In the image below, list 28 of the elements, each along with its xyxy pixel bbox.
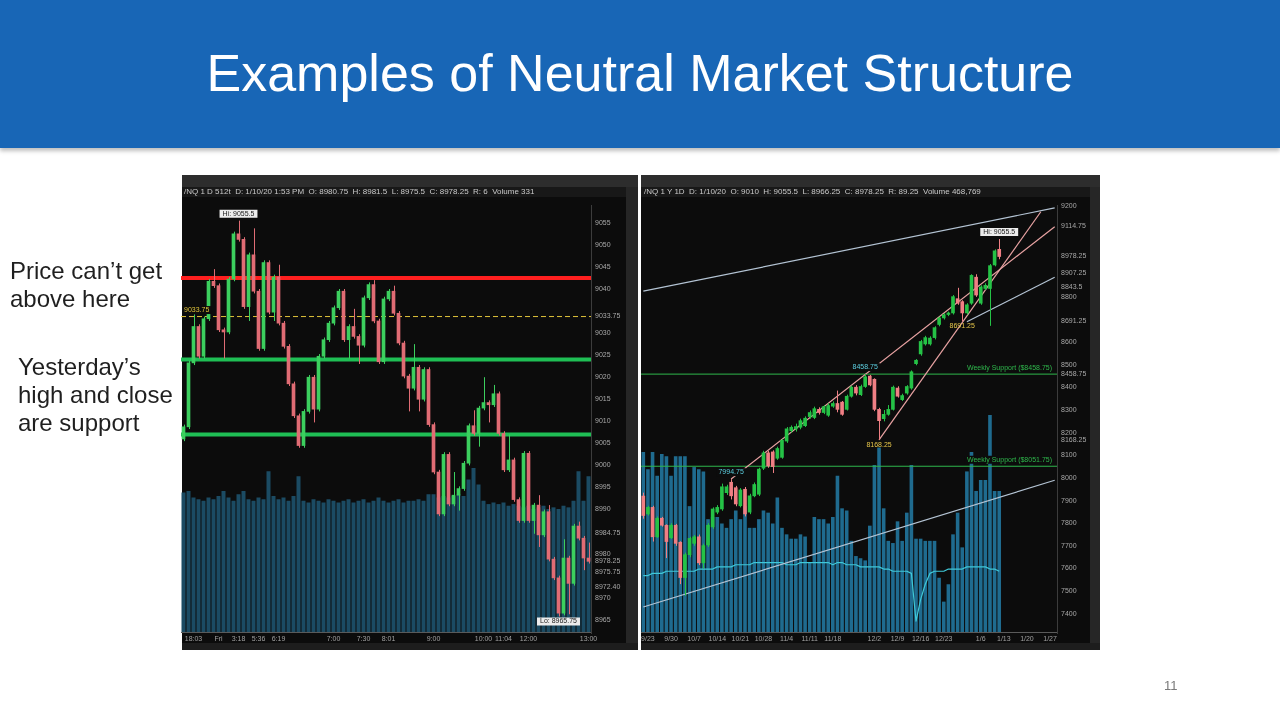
bar <box>997 490 1002 632</box>
candlestick <box>221 327 226 359</box>
bar <box>715 516 720 632</box>
bar <box>978 480 983 632</box>
bar <box>733 510 738 632</box>
chart-title: Examples of Neutral Market Structure <box>206 44 1074 102</box>
bar <box>586 476 591 632</box>
candlestick <box>974 273 978 298</box>
chart-subtitle: /NQ 1 Y 1D D: 1/10/20 O: 9010 H: 9055.5 L: 8966.25 C: 8978.25 R: 89.25 Volume 468,769 <box>644 187 981 197</box>
candlestick <box>655 515 660 539</box>
bar <box>877 447 881 632</box>
bar <box>988 415 992 632</box>
candlestick <box>733 485 738 507</box>
bar <box>923 540 928 632</box>
candlestick <box>988 263 992 327</box>
bar <box>696 469 701 632</box>
candlestick <box>951 294 955 316</box>
candlestick <box>978 284 983 306</box>
text: 11 <box>1164 678 1178 693</box>
text: Yesterday’s high and close are support <box>18 353 173 436</box>
candlestick <box>486 399 491 423</box>
chart-subtitle: /NQ 1 D 512t D: 1/10/20 1:53 PM O: 8980.75 H: 8981.5 L: 8975.5 C: 8978.25 R: 6 Volume 331 <box>184 187 535 197</box>
candlestick <box>641 492 646 520</box>
candlestick <box>997 238 1002 260</box>
bar <box>789 538 794 632</box>
bar <box>678 456 683 632</box>
bar <box>817 519 821 632</box>
text: Price can’t get above here <box>10 257 163 312</box>
